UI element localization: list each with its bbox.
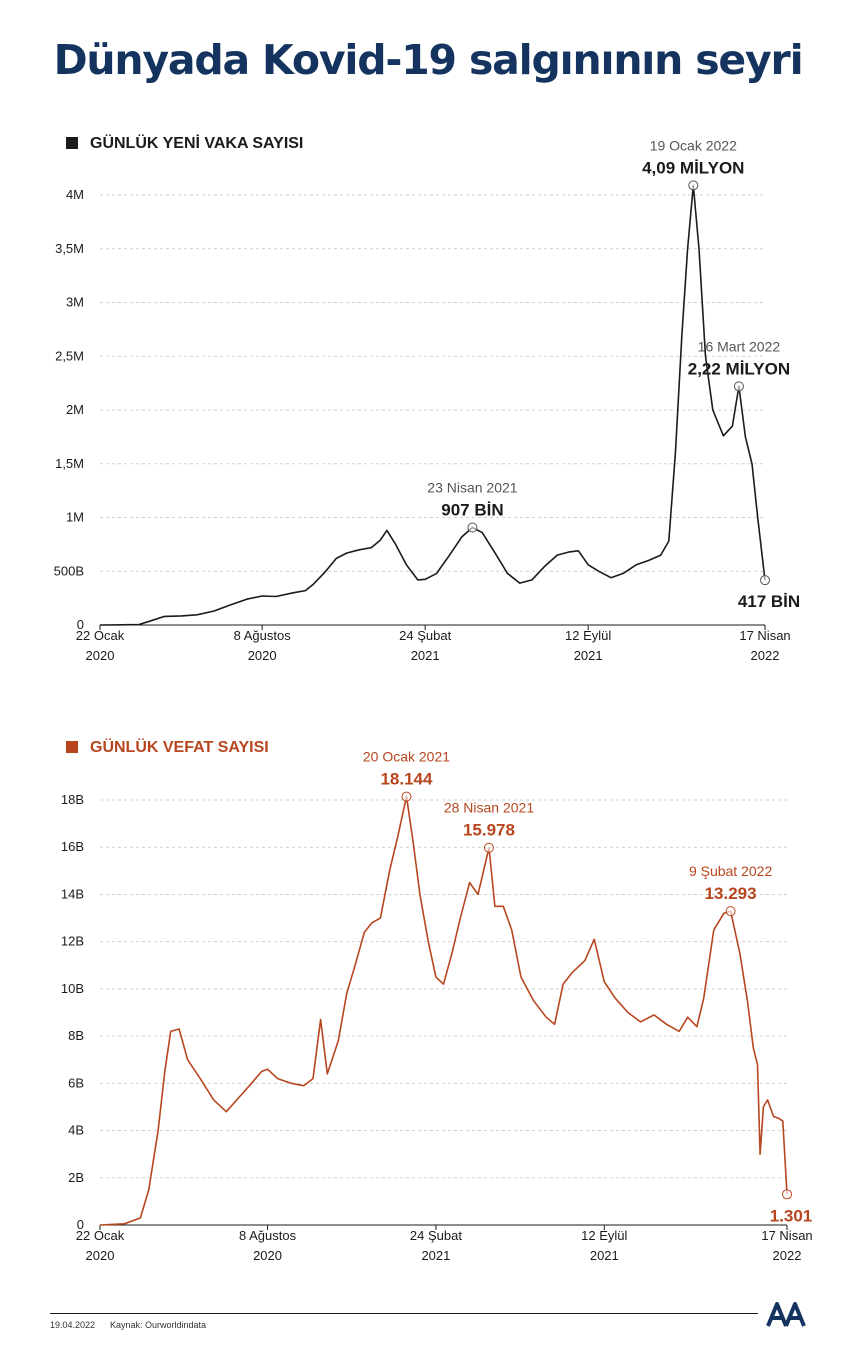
x-tick-label: 17 Nisan xyxy=(761,1228,812,1243)
footer-date: 19.04.2022 xyxy=(50,1320,96,1330)
footer-source: Kaynak: Ourworldindata xyxy=(110,1320,207,1330)
annotation-value: 1.301 xyxy=(770,1206,813,1225)
annotation-value: 13.293 xyxy=(705,884,757,903)
x-tick-year: 2020 xyxy=(253,1248,282,1263)
chart-title: GÜNLÜK VEFAT SAYISI xyxy=(90,737,269,756)
y-tick-label: 4B xyxy=(68,1123,84,1138)
annotation-value: 417 BİN xyxy=(738,592,800,611)
series-line xyxy=(99,795,788,1226)
y-tick-label: 0 xyxy=(77,1217,84,1232)
x-tick-year: 2022 xyxy=(773,1248,802,1263)
series-line xyxy=(99,184,766,626)
aa-logo xyxy=(766,1302,806,1327)
peak-marker xyxy=(688,180,699,191)
x-tick-label: 8 Ağustos xyxy=(234,628,292,643)
y-tick-label: 10B xyxy=(61,981,84,996)
annotation-value: 4,09 MİLYON xyxy=(642,158,744,177)
y-tick-label: 18B xyxy=(61,792,84,807)
y-tick-label: 4M xyxy=(66,187,84,202)
annotation-date: 23 Nisan 2021 xyxy=(427,479,518,495)
x-tick-year: 2020 xyxy=(86,648,115,663)
annotation-date: 20 Ocak 2021 xyxy=(363,749,450,765)
peak-marker xyxy=(782,1189,792,1200)
annotation-value: 2,22 MİLYON xyxy=(688,359,790,378)
cases-chart: GÜNLÜK YENİ VAKA SAYISI 0 500B 1M 1,5M 2M 2,5M… xyxy=(54,133,801,663)
x-tick-label: 22 Ocak xyxy=(76,1228,125,1243)
peak-marker xyxy=(733,381,744,392)
y-tick-label: 12B xyxy=(61,934,84,949)
peak-marker xyxy=(483,842,494,853)
annotation-date: 28 Nisan 2021 xyxy=(444,800,535,816)
x-tick-year: 2021 xyxy=(590,1248,619,1263)
annotation-value: 15.978 xyxy=(463,821,515,840)
x-tick-year: 2020 xyxy=(248,648,277,663)
annotation-date: 16 Mart 2022 xyxy=(698,338,781,354)
y-tick-label: 14B xyxy=(61,886,84,901)
x-tick-label: 12 Eylül xyxy=(565,628,611,643)
y-tick-label: 3,5M xyxy=(55,241,84,256)
x-tick-label: 17 Nisan xyxy=(739,628,790,643)
y-tick-label: 500B xyxy=(54,563,84,578)
footer-divider xyxy=(50,1313,758,1314)
x-tick-year: 2021 xyxy=(411,648,440,663)
x-tick-label: 24 Şubat xyxy=(399,628,451,643)
x-tick-year: 2021 xyxy=(574,648,603,663)
x-tick-label: 24 Şubat xyxy=(410,1228,462,1243)
peak-marker xyxy=(760,575,770,586)
y-tick-label: 2M xyxy=(66,402,84,417)
deaths-chart: GÜNLÜK VEFAT SAYISI 0 2B 4B 6B 8B 10B 12B 14B 16B… xyxy=(61,737,813,1263)
y-tick-label: 3M xyxy=(66,295,84,310)
y-tick-label: 0 xyxy=(77,617,84,632)
annotation-date: 19 Ocak 2022 xyxy=(650,137,737,153)
annotation-value: 18.144 xyxy=(380,770,433,789)
annotation-date: 9 Şubat 2022 xyxy=(689,863,773,879)
x-tick-year: 2021 xyxy=(421,1248,450,1263)
y-tick-label: 6B xyxy=(68,1075,84,1090)
legend-swatch xyxy=(66,137,78,149)
peak-marker xyxy=(467,522,478,533)
x-tick-label: 22 Ocak xyxy=(76,628,125,643)
y-tick-label: 2,5M xyxy=(55,348,84,363)
peak-marker xyxy=(401,791,412,802)
y-tick-label: 2B xyxy=(68,1170,84,1185)
peak-marker xyxy=(725,906,736,917)
chart-title: GÜNLÜK YENİ VAKA SAYISI xyxy=(90,133,303,152)
annotation-value: 907 BİN xyxy=(441,500,503,519)
page-title: Dünyada Kovid-19 salgınının seyri xyxy=(53,36,804,84)
x-tick-label: 12 Eylül xyxy=(581,1228,627,1243)
y-tick-label: 16B xyxy=(61,839,84,854)
x-tick-label: 8 Ağustos xyxy=(239,1228,297,1243)
y-tick-label: 1,5M xyxy=(55,456,84,471)
y-tick-label: 8B xyxy=(68,1028,84,1043)
y-tick-label: 1M xyxy=(66,510,84,525)
legend-swatch xyxy=(66,741,78,753)
x-tick-year: 2022 xyxy=(751,648,780,663)
x-tick-year: 2020 xyxy=(86,1248,115,1263)
